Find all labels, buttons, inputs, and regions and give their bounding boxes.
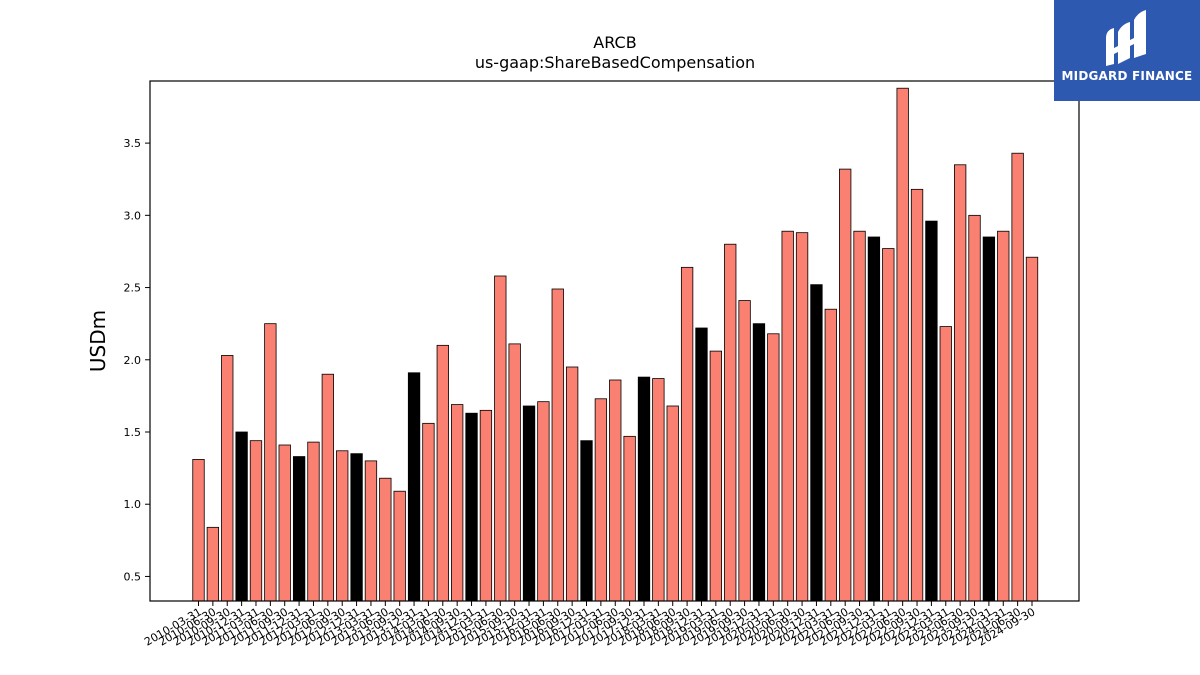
y-axis: 0.5 1.0 1.5 2.0 2.5 3.0 3.5 [124, 137, 150, 583]
x-axis: 2010-03-312010-06-302010-09-302010-12-31… [142, 601, 1038, 649]
bar-2020-09-30 [795, 232, 809, 602]
bar-2016-03-31 [537, 401, 550, 602]
bar-2016-12-31 [580, 440, 593, 602]
y-tick-label: 2.0 [124, 354, 142, 367]
y-tick-label: 0.5 [124, 570, 142, 583]
bar-2014-06-30 [436, 344, 449, 602]
bar-2013-09-30 [393, 490, 406, 602]
bar-2022-09-30 [910, 188, 924, 602]
y-tick-label: 3.5 [124, 137, 142, 150]
bar-2014-12-31 [465, 412, 478, 602]
bar-2019-06-30 [724, 243, 737, 602]
midgard-finance-logo: MIDGARD FINANCE [1054, 0, 1200, 101]
bar-2012-06-30 [321, 373, 334, 602]
bar-2022-03-31 [882, 248, 895, 602]
bar-2021-06-30 [839, 168, 852, 602]
bar-2022-12-31 [925, 220, 938, 602]
bar-2018-12-31 [695, 327, 708, 602]
bar-2012-09-30 [336, 450, 349, 602]
bar-2018-06-30 [666, 405, 679, 602]
bar-2012-12-31 [350, 453, 363, 602]
bar-2017-09-30 [623, 435, 636, 602]
bar-2011-09-30 [278, 444, 291, 602]
bar-2020-03-31 [767, 333, 780, 602]
bar-2016-06-30 [551, 288, 564, 602]
bar-2018-03-31 [652, 378, 665, 602]
bar-2017-12-31 [637, 376, 651, 602]
bar-2010-12-31 [235, 431, 248, 602]
bar-2013-12-31 [407, 372, 421, 602]
bar-2012-03-31 [307, 441, 320, 602]
bar-2017-06-30 [609, 379, 622, 602]
bar-2014-03-31 [422, 422, 435, 602]
bar-2018-09-30 [680, 266, 694, 602]
logo-text: MIDGARD FINANCE [1061, 69, 1193, 83]
bar-2015-12-31 [522, 405, 536, 602]
bar-2021-03-31 [824, 308, 837, 602]
bar-2020-12-31 [810, 284, 823, 602]
bar-2017-03-31 [594, 398, 608, 602]
bar-2014-09-30 [451, 404, 464, 602]
bar-2021-12-31 [867, 236, 881, 602]
bar-2022-06-30 [896, 87, 909, 602]
bar-2020-06-30 [781, 230, 794, 602]
bar-2010-06-30 [206, 526, 220, 602]
y-tick-label: 1.5 [124, 426, 142, 439]
bar-2013-03-31 [364, 460, 378, 602]
bar-2010-03-31 [192, 459, 205, 602]
bar-2023-06-30 [954, 164, 967, 602]
chart-subtitle: us-gaap:ShareBasedCompensation [475, 53, 755, 72]
bar-2011-06-30 [264, 323, 277, 602]
bar-2015-03-31 [479, 409, 493, 602]
bar-2019-03-31 [709, 350, 722, 602]
bar-2023-12-31 [982, 236, 996, 602]
bar-2015-09-30 [508, 343, 521, 602]
bar-2023-09-30 [968, 214, 981, 602]
bar-2011-03-31 [249, 440, 263, 602]
bar-2024-03-31 [997, 230, 1010, 602]
bar-2011-12-31 [292, 456, 306, 602]
bar-2016-09-30 [565, 366, 579, 602]
bar-2019-09-30 [738, 300, 751, 602]
y-tick-label: 3.0 [124, 209, 142, 222]
bar-2010-09-30 [221, 355, 234, 602]
chart-title: ARCB [593, 33, 636, 52]
bars-group [192, 87, 1039, 602]
midgard-logo-icon [1106, 10, 1146, 66]
y-axis-label: USDm [86, 310, 110, 372]
bar-2024-09-30 [1025, 256, 1039, 602]
plot-frame [149, 80, 1080, 602]
bar-2013-06-30 [379, 477, 392, 602]
bar-2015-06-30 [494, 275, 507, 602]
y-tick-label: 2.5 [124, 282, 142, 295]
bar-2021-09-30 [853, 230, 866, 602]
bar-2019-12-31 [752, 323, 766, 602]
bar-2023-03-31 [939, 326, 952, 602]
y-tick-label: 1.0 [124, 498, 142, 511]
bar-2024-06-30 [1011, 152, 1024, 602]
